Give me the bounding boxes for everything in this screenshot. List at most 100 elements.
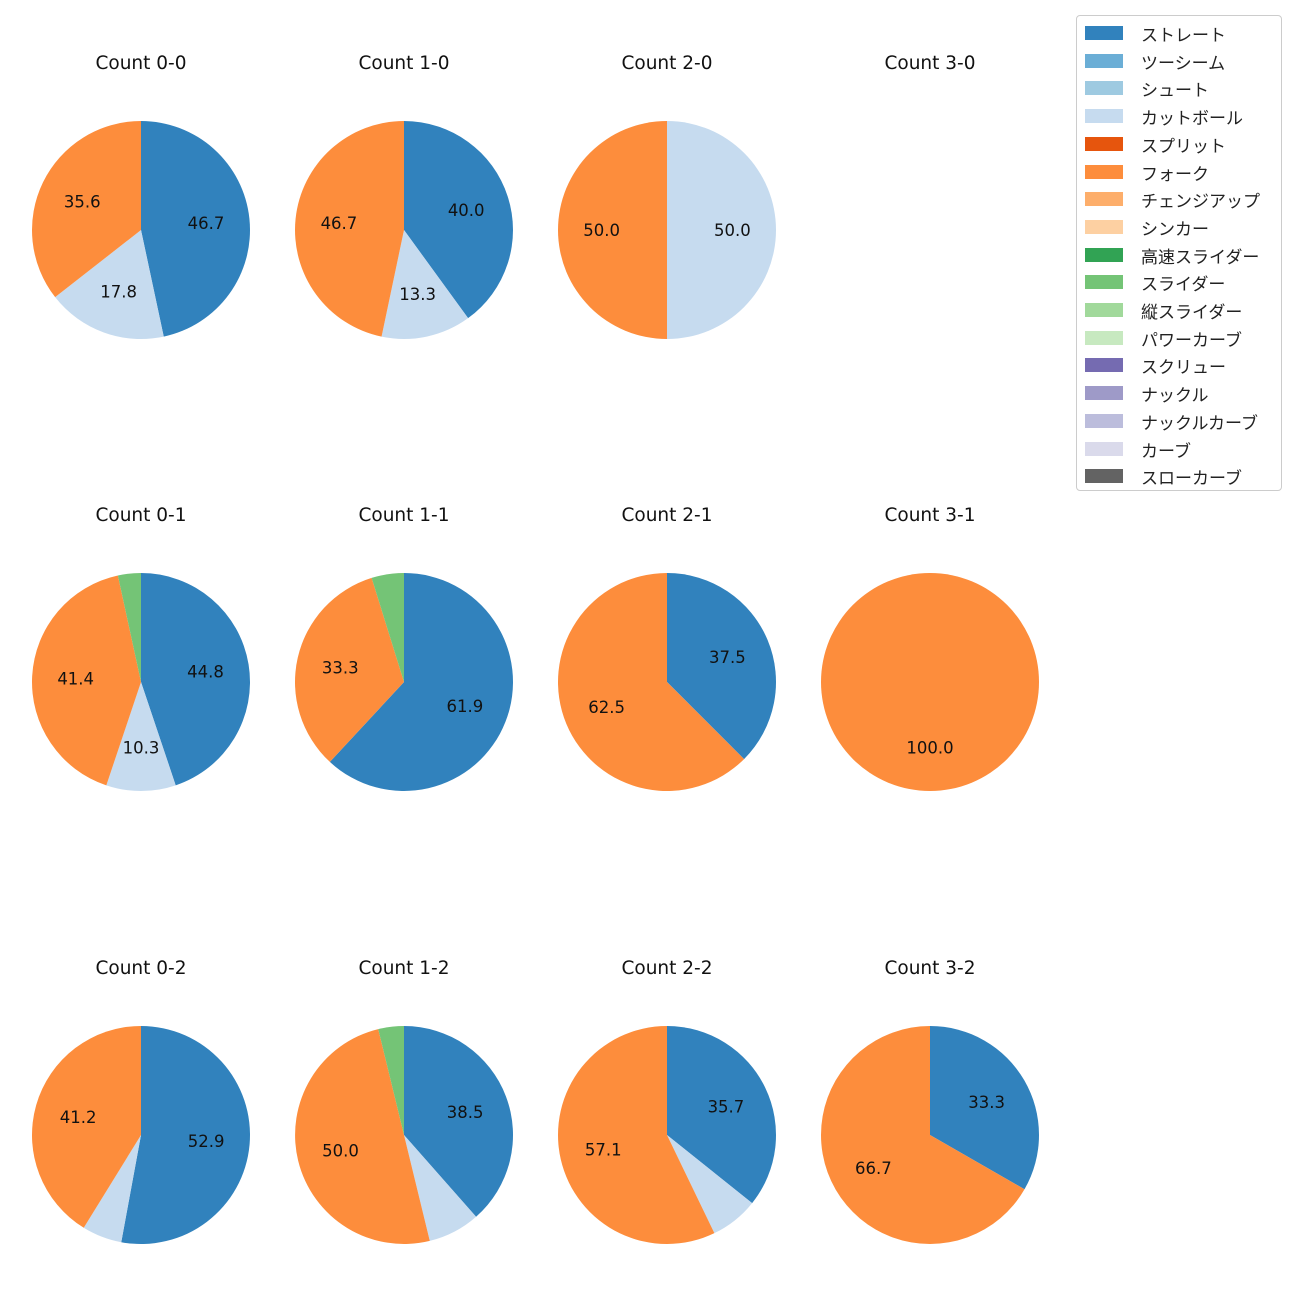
legend-label: ナックルカーブ xyxy=(1141,413,1258,434)
pie-slice xyxy=(329,573,513,791)
pie-chart: Count 1-0 40.0 13.3 46.7 xyxy=(295,53,513,339)
pie-title: Count 1-1 xyxy=(358,505,449,526)
legend-swatch xyxy=(1085,275,1123,290)
pie-slice xyxy=(83,1135,141,1243)
pie-slice-label: 61.9 xyxy=(447,697,484,716)
legend-swatch xyxy=(1085,330,1123,345)
legend-item: ツーシーム xyxy=(1077,48,1281,76)
pie-slice xyxy=(295,121,404,337)
pie-slice xyxy=(404,121,513,319)
legend-label: スライダー xyxy=(1141,275,1226,296)
pie-chart: Count 3-1 100.0 xyxy=(821,505,1039,791)
legend-swatch xyxy=(1085,136,1123,151)
legend-item: ストレート xyxy=(1077,20,1281,48)
pie-chart: Count 3-0 xyxy=(884,53,975,74)
pie-slice xyxy=(295,1029,430,1244)
legend-label: カーブ xyxy=(1141,441,1191,462)
legend-item: シュート xyxy=(1077,75,1281,103)
pie-title: Count 1-2 xyxy=(358,958,449,979)
pie-slice xyxy=(378,1026,404,1135)
pie-slice xyxy=(667,121,776,339)
legend-label: ストレート xyxy=(1141,26,1226,46)
pie-slice xyxy=(371,573,404,682)
pie-slice xyxy=(381,230,469,339)
legend-item: 高速スライダー xyxy=(1077,242,1281,270)
pie-title: Count 2-1 xyxy=(621,505,712,526)
pie-slice-label: 62.5 xyxy=(588,698,625,717)
legend-label: ナックル xyxy=(1141,386,1209,407)
pie-slice-label: 100.0 xyxy=(906,738,953,757)
pie-slice-label: 50.0 xyxy=(322,1141,359,1160)
legend-swatch xyxy=(1085,469,1123,484)
legend-item: パワーカーブ xyxy=(1077,325,1281,353)
legend-label: 縦スライダー xyxy=(1141,303,1243,323)
pie-slice xyxy=(32,1026,142,1228)
pie-slice xyxy=(667,1135,753,1234)
pie-title: Count 0-1 xyxy=(95,505,186,526)
pie-slice-label: 57.1 xyxy=(585,1141,622,1160)
pie-chart: Count 1-2 38.5 50.0 xyxy=(295,958,513,1244)
pie-title: Count 0-2 xyxy=(95,958,186,979)
pie-title: Count 3-2 xyxy=(884,958,975,979)
legend-item: チェンジアップ xyxy=(1077,186,1281,214)
legend-swatch xyxy=(1085,358,1123,373)
pie-chart: Count 1-1 61.9 33.3 xyxy=(295,505,513,791)
legend-item: ナックル xyxy=(1077,380,1281,408)
legend-item: フォーク xyxy=(1077,159,1281,187)
legend-item: スローカーブ xyxy=(1077,463,1281,491)
pie-chart: Count 3-2 33.3 66.7 xyxy=(820,958,1039,1244)
pie-chart: Count 2-1 37.5 62.5 xyxy=(558,505,777,791)
pie-slice-label: 17.8 xyxy=(100,282,137,301)
legend-label: シュート xyxy=(1141,81,1209,102)
pie-slice xyxy=(667,1026,777,1204)
legend-label: スローカーブ xyxy=(1141,469,1242,490)
pie-slice-label: 13.3 xyxy=(399,285,436,304)
pie-slice xyxy=(141,573,250,786)
legend-label: シンカー xyxy=(1141,219,1209,240)
legend-swatch xyxy=(1085,386,1123,401)
pie-slice-label: 50.0 xyxy=(583,221,620,240)
pie-slice xyxy=(557,1026,715,1244)
pie-chart: Count 2-2 35.7 57.1 xyxy=(557,958,777,1244)
pie-slice-label: 35.7 xyxy=(708,1098,745,1117)
pie-slice-label: 35.6 xyxy=(64,192,101,211)
pie-slice-label: 66.7 xyxy=(855,1159,892,1178)
pie-slice xyxy=(558,573,745,791)
pie-chart: Count 2-0 50.0 50.0 xyxy=(558,53,776,339)
pie-slice xyxy=(930,1026,1039,1190)
legend-item: スライダー xyxy=(1077,269,1281,297)
legend-item: ナックルカーブ xyxy=(1077,408,1281,436)
pie-slice xyxy=(404,1135,477,1241)
pie-slice xyxy=(404,1026,513,1217)
pie-title: Count 2-0 xyxy=(621,53,712,74)
legend-item: シンカー xyxy=(1077,214,1281,242)
legend-label: チェンジアップ xyxy=(1141,192,1260,213)
legend-label: パワーカーブ xyxy=(1141,330,1242,351)
legend-swatch xyxy=(1085,53,1123,68)
pie-slice xyxy=(667,573,777,760)
legend-item: カーブ xyxy=(1077,436,1281,464)
legend-item: スクリュー xyxy=(1077,352,1281,380)
legend-swatch xyxy=(1085,164,1123,179)
legend-label: スクリュー xyxy=(1141,358,1226,379)
legend-item: カットボール xyxy=(1077,103,1281,131)
legend-label: フォーク xyxy=(1141,164,1209,185)
pie-slice-label: 50.0 xyxy=(714,221,751,240)
legend-swatch xyxy=(1085,26,1123,40)
pie-slice xyxy=(106,682,176,791)
legend-swatch xyxy=(1085,219,1123,234)
pie-slice-label: 33.3 xyxy=(322,659,359,678)
pie-chart: Count 0-0 46.7 17.8 35.6 xyxy=(32,53,250,339)
legend-label: スプリット xyxy=(1141,136,1226,157)
pie-slice xyxy=(121,1026,251,1244)
pie-slice-label: 52.9 xyxy=(188,1132,225,1151)
legend-label: ツーシーム xyxy=(1141,53,1226,74)
pie-slice-label: 44.8 xyxy=(187,662,224,681)
pie-slice-label: 38.5 xyxy=(447,1103,484,1122)
pie-slice xyxy=(295,577,404,762)
legend-swatch xyxy=(1085,413,1123,428)
pie-title: Count 2-2 xyxy=(621,958,712,979)
legend-swatch xyxy=(1085,441,1123,456)
pie-slice xyxy=(55,230,164,339)
